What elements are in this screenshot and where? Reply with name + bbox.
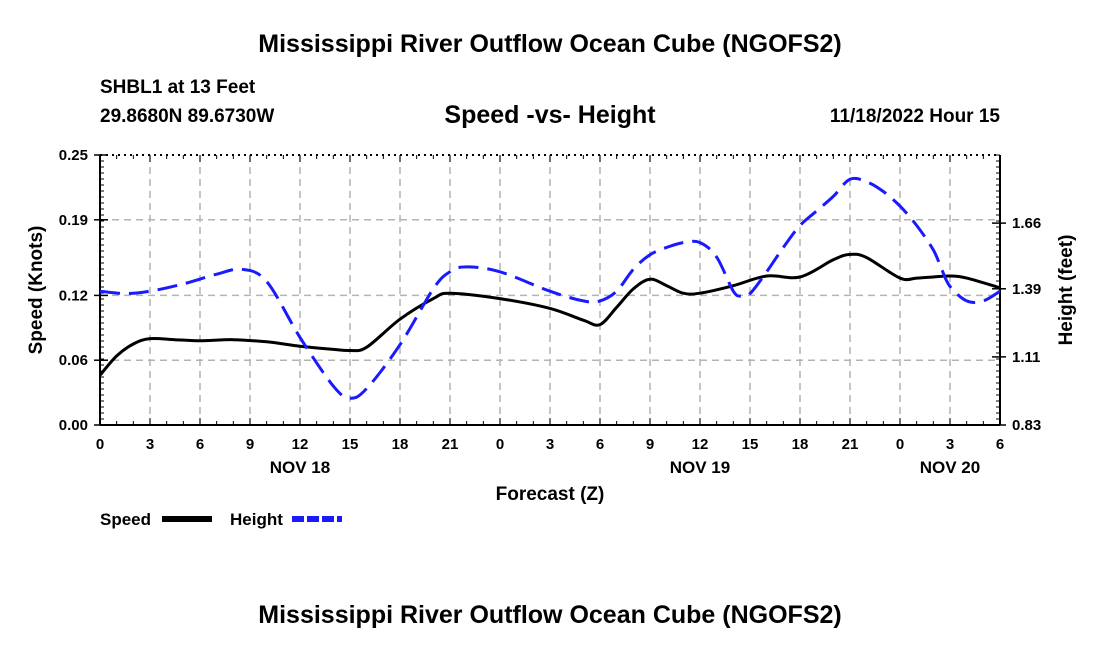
- y2-tick-label: 1.11: [1012, 349, 1040, 366]
- x-tick-label: 21: [442, 436, 459, 453]
- x-tick-label: 9: [646, 436, 654, 453]
- x-tick-label: 3: [546, 436, 554, 453]
- speed-series-line: [100, 252, 1000, 377]
- height-series-line: [100, 176, 1000, 400]
- x-day-label: NOV 19: [670, 458, 730, 477]
- x-tick-label: 12: [292, 436, 309, 453]
- y-tick-label: 0.25: [59, 147, 88, 164]
- x-tick-label: 6: [596, 436, 604, 453]
- chart-title: Mississippi River Outflow Ocean Cube (NG…: [258, 30, 842, 58]
- chart-subtitle: Speed -vs- Height: [444, 101, 656, 129]
- y-axis-title: Speed (Knots): [26, 226, 47, 355]
- legend-speed-label: Speed: [100, 510, 151, 529]
- x-axis-title: Forecast (Z): [496, 484, 605, 505]
- station-label: SHBL1 at 13 Feet: [100, 77, 256, 98]
- y2-axis-title: Height (feet): [1056, 235, 1077, 346]
- x-tick-label: 15: [742, 436, 759, 453]
- x-tick-label: 9: [246, 436, 254, 453]
- x-tick-label: 0: [896, 436, 904, 453]
- x-tick-label: 3: [946, 436, 954, 453]
- x-tick-label: 0: [496, 436, 504, 453]
- x-tick-label: 6: [996, 436, 1004, 453]
- x-tick-label: 3: [146, 436, 154, 453]
- x-tick-label: 12: [692, 436, 709, 453]
- y-tick-label: 0.06: [59, 352, 88, 369]
- y2-tick-label: 1.39: [1012, 281, 1041, 298]
- x-tick-label: 21: [842, 436, 859, 453]
- y2-tick-label: 1.66: [1012, 215, 1041, 232]
- x-tick-label: 18: [392, 436, 409, 453]
- x-day-label: NOV 20: [920, 458, 980, 477]
- footer-title: Mississippi River Outflow Ocean Cube (NG…: [258, 601, 842, 629]
- y-tick-label: 0.12: [59, 287, 88, 304]
- station-coords: 29.8680N 89.6730W: [100, 106, 275, 127]
- x-tick-label: 6: [196, 436, 204, 453]
- x-tick-label: 0: [96, 436, 104, 453]
- y2-tick-label: 0.83: [1012, 417, 1041, 434]
- y-tick-label: 0.00: [59, 417, 88, 434]
- legend-height-label: Height: [230, 510, 283, 529]
- x-tick-label: 18: [792, 436, 809, 453]
- x-day-label: NOV 18: [270, 458, 330, 477]
- x-tick-label: 15: [342, 436, 359, 453]
- forecast-datetime: 11/18/2022 Hour 15: [829, 106, 1000, 127]
- y-tick-label: 0.19: [59, 212, 88, 229]
